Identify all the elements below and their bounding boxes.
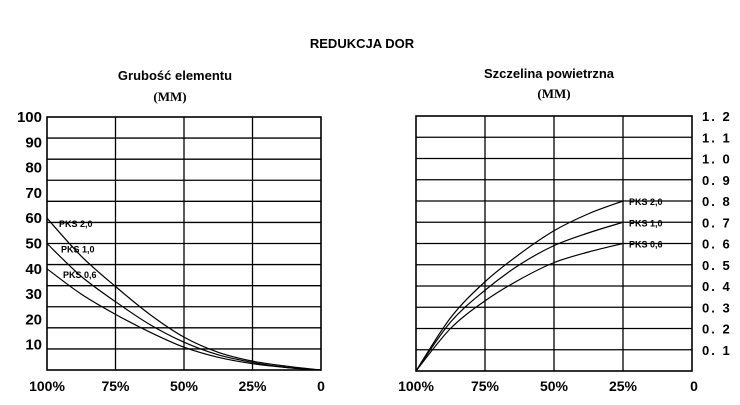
left-series-line [46, 268, 322, 371]
left-x-tick-label: 75% [101, 378, 130, 394]
right-y-tick-label: 0. 5 [702, 258, 732, 273]
right-y-tick-label: 0. 1 [702, 343, 732, 358]
right-x-tick-label: 100% [398, 378, 434, 394]
left-series-label: PKS 1,0 [61, 245, 95, 255]
left-y-tick-label: 100 [17, 109, 42, 126]
left-y-tick-label: 50 [25, 236, 42, 253]
left-y-tick-label: 90 [25, 134, 42, 151]
right-y-tick-label: 0. 7 [702, 215, 732, 230]
left-x-ticks: 100% 75% 50% 25% 0 [29, 378, 325, 394]
left-x-tick-label: 0 [317, 378, 325, 394]
left-y-tick-label: 60 [25, 210, 42, 227]
right-series: PKS 2,0 PKS 1,0 PKS 0,6 [415, 197, 663, 372]
right-y-tick-label: 1. 2 [702, 109, 732, 124]
right-y-tick-label: 0. 9 [702, 173, 732, 188]
right-series-label: PKS 2,0 [629, 197, 663, 207]
right-y-tick-label: 0. 2 [702, 322, 732, 337]
right-y-tick-label: 0. 4 [702, 279, 732, 294]
left-x-tick-label: 100% [29, 378, 65, 394]
left-y-tick-label: 10 [25, 337, 42, 354]
left-series: PKS 2,0 PKS 1,0 PKS 0,6 [46, 217, 322, 371]
right-x-tick-label: 75% [471, 378, 500, 394]
right-chart-unit: (MM) [537, 86, 570, 101]
right-series-line [415, 200, 624, 372]
left-x-tick-label: 50% [170, 378, 199, 394]
right-series-line [415, 221, 624, 372]
left-chart-unit: (MM) [153, 89, 186, 104]
page-title: REDUKCJA DOR [310, 36, 415, 51]
left-y-tick-label: 70 [25, 185, 42, 202]
right-y-tick-label: 0. 6 [702, 237, 732, 252]
right-x-tick-label: 50% [540, 378, 569, 394]
left-series-label: PKS 2,0 [59, 219, 93, 229]
right-x-tick-label: 25% [609, 378, 638, 394]
left-series-label: PKS 0,6 [63, 270, 97, 280]
right-x-tick-label: 0 [690, 378, 698, 394]
right-y-ticks: 0. 1 0. 2 0. 3 0. 4 0. 5 0. 6 0. 7 0. 8 0. 9 1. 0… [702, 109, 732, 358]
left-series-line [46, 217, 322, 371]
left-y-tick-label: 20 [25, 311, 42, 328]
left-chart-title: Grubość elementu [118, 68, 232, 83]
right-grid [415, 115, 693, 372]
right-y-tick-label: 0. 3 [702, 300, 732, 315]
left-y-tick-label: 80 [25, 160, 42, 177]
right-y-tick-label: 0. 8 [702, 194, 732, 209]
left-y-ticks: 10 20 30 40 50 60 70 80 90 100 [17, 109, 42, 354]
left-grid [46, 116, 322, 371]
right-series-label: PKS 0,6 [629, 240, 663, 250]
right-chart-title: Szczelina powietrzna [484, 66, 615, 81]
right-y-tick-label: 1. 0 [702, 152, 732, 167]
right-series-label: PKS 1,0 [629, 218, 663, 228]
left-y-tick-label: 30 [25, 286, 42, 303]
right-series-line [415, 242, 624, 372]
left-y-tick-label: 40 [25, 261, 42, 278]
right-x-ticks: 100% 75% 50% 25% 0 [398, 378, 698, 394]
left-x-tick-label: 25% [238, 378, 267, 394]
right-chart: Szczelina powietrzna (MM) 0. 10. 20. 30.… [398, 66, 732, 394]
left-chart: Grubość elementu (MM) 10 20 30 40 50 60 70 80 90… [17, 68, 325, 394]
right-y-tick-label: 1. 1 [702, 130, 732, 145]
